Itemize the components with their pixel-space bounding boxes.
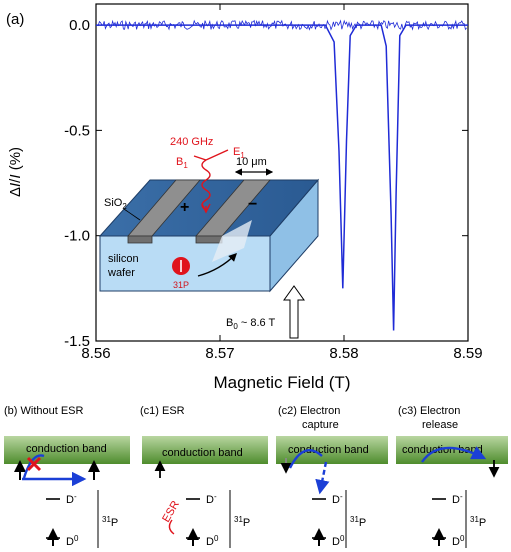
energy-levels: D- D0 31P D- D0 31P D- D0 31P D- D0 31P bbox=[46, 490, 486, 548]
d0-label: D0 bbox=[206, 534, 219, 548]
p31-label: 31P bbox=[350, 515, 366, 529]
series-noise bbox=[96, 19, 467, 31]
y-tick-label: -1.0 bbox=[64, 228, 90, 245]
bottom-panels: (b) Without ESR (c1) ESR (c2) Electron c… bbox=[4, 405, 508, 535]
x-tick-label: 8.56 bbox=[81, 345, 110, 362]
silicon-label: silicon bbox=[108, 253, 139, 265]
donor-label: 31P bbox=[173, 280, 189, 290]
y-tick-label: -0.5 bbox=[64, 122, 90, 139]
dminus-label: D- bbox=[206, 492, 217, 506]
y-tick-label: 0.0 bbox=[69, 17, 90, 34]
width-label: 10 μm bbox=[236, 156, 267, 168]
minus-sign: − bbox=[248, 196, 257, 213]
band-label-b: conduction band bbox=[26, 443, 107, 455]
x-tick-label: 8.59 bbox=[453, 345, 482, 362]
panel-a-label: (a) bbox=[6, 11, 24, 28]
plus-sign: + bbox=[180, 199, 189, 216]
sio2-label: SiO2 bbox=[104, 197, 127, 211]
x-axis-label: Magnetic Field (T) bbox=[214, 373, 351, 392]
x-axis-ticks: 8.56 8.57 8.58 8.59 bbox=[81, 4, 483, 362]
wafer-label: wafer bbox=[107, 267, 135, 279]
device-inset: + − SiO2 silicon wafer 31P 240 GHz B1 E1… bbox=[98, 136, 320, 339]
d0-label: D0 bbox=[66, 534, 79, 548]
conduction-band-b bbox=[4, 436, 130, 464]
band-label-c2: conduction band bbox=[288, 444, 369, 456]
x-tick-label: 8.57 bbox=[205, 345, 234, 362]
current-arrow bbox=[197, 253, 237, 277]
y-axis-ticks: 0.0 -0.5 -1.0 -1.5 bbox=[64, 17, 468, 350]
panel-c3-label: (c3) Electron bbox=[398, 405, 460, 417]
plot-frame bbox=[95, 3, 469, 342]
series-noise-path bbox=[96, 19, 467, 31]
panel-c2-label: (c2) Electron bbox=[278, 405, 340, 417]
dminus-label: D- bbox=[332, 492, 343, 506]
microwave-wave bbox=[201, 159, 211, 211]
p31-label: 31P bbox=[470, 515, 486, 529]
panel-b-label: (b) Without ESR bbox=[4, 405, 84, 417]
p31-label: 31P bbox=[102, 515, 118, 529]
d0-label: D0 bbox=[452, 534, 465, 548]
blocked-x-icon bbox=[26, 456, 42, 472]
band-label-c1: conduction band bbox=[162, 447, 243, 459]
dminus-label: D- bbox=[66, 492, 77, 506]
panel-c3-label2: release bbox=[422, 419, 458, 431]
p31-label: 31P bbox=[234, 515, 250, 529]
panel-c2-label2: capture bbox=[302, 419, 339, 431]
y-axis-label: ΔI/I (%) bbox=[7, 147, 24, 197]
freq-label: 240 GHz bbox=[170, 136, 213, 148]
b1-label: B1 bbox=[176, 156, 188, 170]
panel-c1-label: (c1) ESR bbox=[140, 405, 185, 417]
band-label-c3: conduction band bbox=[402, 444, 483, 456]
conduction-band-c1 bbox=[142, 436, 268, 464]
conduction-band-c3 bbox=[396, 436, 508, 464]
y-tick-label: -1.5 bbox=[64, 333, 90, 350]
dminus-label: D- bbox=[452, 492, 463, 506]
b0-arrow bbox=[283, 285, 305, 339]
d0-label: D0 bbox=[332, 534, 345, 548]
x-tick-label: 8.58 bbox=[329, 345, 358, 362]
e1-label: E1 bbox=[233, 146, 245, 160]
b0-label: B0 ~ 8.6 T bbox=[226, 317, 275, 331]
